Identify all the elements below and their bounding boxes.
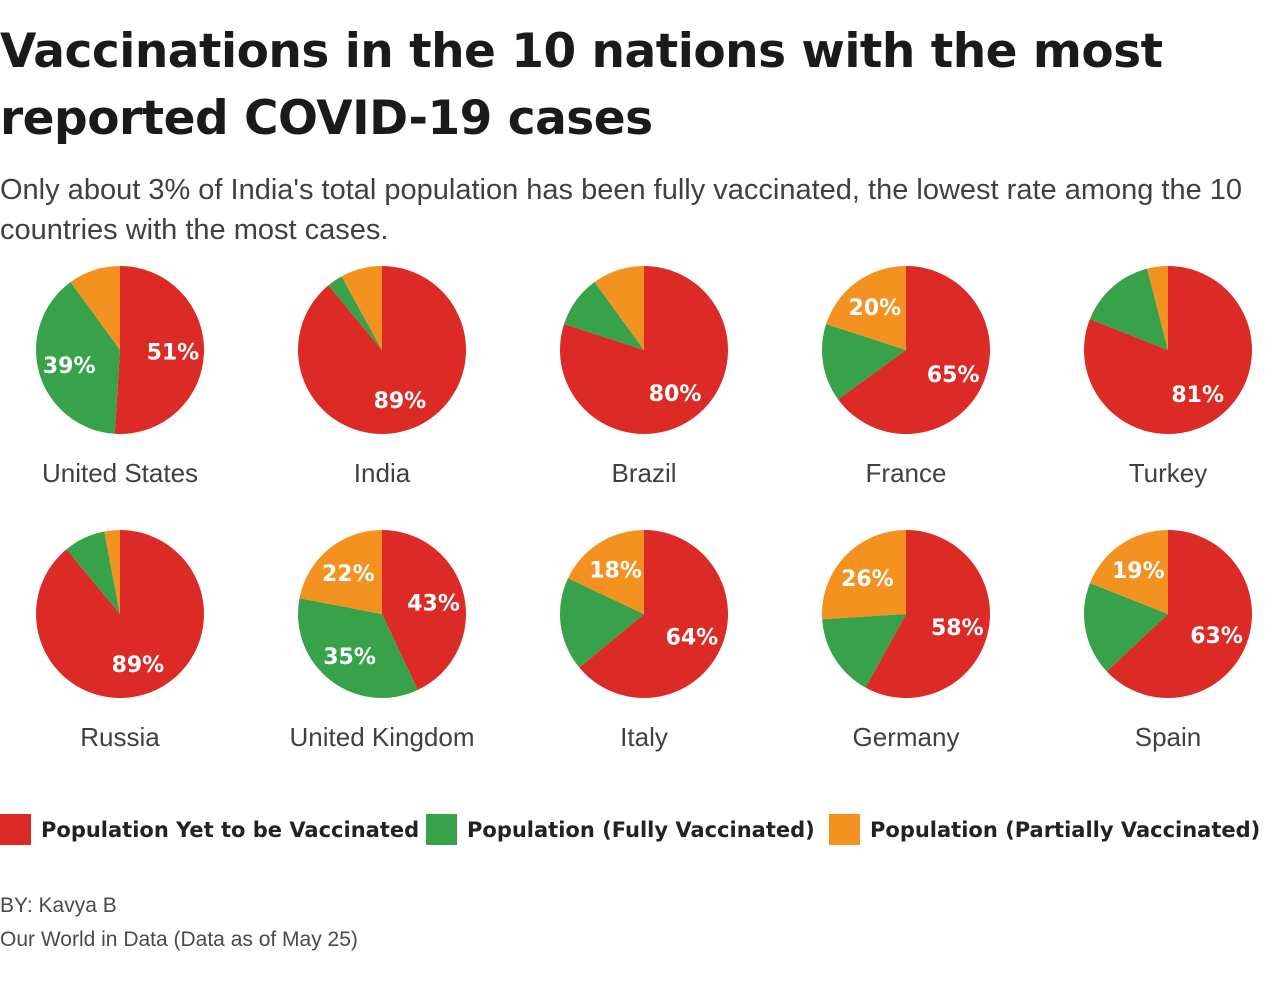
pie-slice-russia-partial xyxy=(104,530,120,614)
pie-slice-germany-full xyxy=(822,614,906,688)
slice-label-united-kingdom-partial: 22% xyxy=(322,562,375,587)
pie-slice-united-states-yet xyxy=(114,265,205,434)
legend-label-full: Population (Fully Vaccinated) xyxy=(467,817,815,842)
pie-slice-india-yet xyxy=(298,266,467,435)
pie-slice-united-states-partial xyxy=(70,266,120,350)
pie-germany: 58% 26% Germany xyxy=(822,530,990,752)
slice-label-germany-partial: 26% xyxy=(841,567,894,592)
pie-france: 65% 20% France xyxy=(821,266,991,488)
legend-swatch-partial xyxy=(829,814,860,845)
country-label-turkey: Turkey xyxy=(1129,458,1208,488)
pie-slice-germany-partial xyxy=(822,530,906,620)
slice-label-india-yet: 89% xyxy=(374,389,427,414)
pie-brazil: 80% Brazil xyxy=(559,266,728,488)
pie-united-kingdom: 43% 35% 22% United Kingdom xyxy=(290,529,475,752)
pie-slice-russia-yet xyxy=(36,530,205,698)
slice-label-france-yet: 65% xyxy=(927,363,980,388)
legend-item-partial: Population (Partially Vaccinated) xyxy=(829,814,1260,845)
legend-item-full: Population (Fully Vaccinated) xyxy=(426,814,815,845)
country-label-united-kingdom: United Kingdom xyxy=(290,722,475,752)
pie-india: 89% India xyxy=(298,266,467,488)
slice-label-spain-yet: 63% xyxy=(1190,624,1243,649)
slice-label-united-states-full: 39% xyxy=(43,354,96,379)
country-label-italy: Italy xyxy=(620,722,668,752)
pie-slice-italy-full xyxy=(559,578,644,668)
legend-swatch-yet xyxy=(0,814,31,845)
country-label-united-states: United States xyxy=(42,458,198,488)
pie-slice-turkey-yet xyxy=(1084,266,1253,434)
slice-label-turkey-yet: 81% xyxy=(1171,383,1224,408)
slice-label-germany-yet: 58% xyxy=(931,616,984,641)
slice-label-united-states-yet: 51% xyxy=(147,341,200,366)
country-label-france: France xyxy=(866,458,947,488)
country-label-spain: Spain xyxy=(1135,722,1202,752)
chart-title: Vaccinations in the 10 nations with the … xyxy=(0,24,1163,146)
pie-slice-india-full xyxy=(328,276,382,350)
pie-slice-united-states-full xyxy=(36,282,120,434)
byline: BY: Kavya B xyxy=(0,894,117,917)
pie-grid: 51% 39% United States 89% India 80% Brazil 65% 2… xyxy=(36,265,1253,752)
legend-swatch-full xyxy=(426,814,457,845)
pie-slice-united-kingdom-partial xyxy=(299,530,382,614)
pie-slice-spain-full xyxy=(1084,583,1168,672)
legend-label-partial: Population (Partially Vaccinated) xyxy=(870,817,1261,842)
country-label-india: India xyxy=(354,458,411,488)
slice-label-italy-partial: 18% xyxy=(589,558,642,583)
legend: Population Yet to be Vaccinated Populati… xyxy=(0,814,1288,846)
country-label-germany: Germany xyxy=(853,722,960,752)
pie-slice-india-partial xyxy=(341,266,382,350)
slice-label-united-kingdom-full: 35% xyxy=(323,645,376,670)
pie-slice-turkey-partial xyxy=(1147,266,1168,350)
pie-slice-turkey-full xyxy=(1089,268,1168,350)
legend-item-yet: Population Yet to be Vaccinated xyxy=(0,814,419,845)
pie-united-states: 51% 39% United States xyxy=(36,265,205,488)
source-note: Our World in Data (Data as of May 25) xyxy=(0,928,358,951)
pie-spain: 63% 19% Spain xyxy=(1084,530,1253,752)
slice-label-russia-yet: 89% xyxy=(112,653,165,678)
pie-slice-brazil-full xyxy=(564,282,644,350)
pie-slice-brazil-yet xyxy=(559,266,728,435)
pie-slice-italy-yet xyxy=(579,530,729,698)
pie-slice-france-partial xyxy=(826,266,906,350)
pie-slice-spain-partial xyxy=(1089,530,1168,614)
slice-label-spain-partial: 19% xyxy=(1112,559,1165,584)
pie-russia: 89% Russia xyxy=(36,530,205,752)
pie-slice-united-kingdom-full xyxy=(298,598,418,699)
pie-slice-germany-yet xyxy=(865,530,990,698)
pie-slice-france-full xyxy=(821,324,906,400)
legend-label-yet: Population Yet to be Vaccinated xyxy=(41,817,420,842)
pie-slice-united-kingdom-yet xyxy=(382,529,467,691)
pie-italy: 64% 18% Italy xyxy=(559,530,729,752)
slice-label-italy-yet: 64% xyxy=(666,626,719,651)
chart-subtitle: Only about 3% of India's total populatio… xyxy=(0,174,1243,246)
country-label-russia: Russia xyxy=(80,722,160,752)
pie-slice-italy-partial xyxy=(567,530,644,614)
pie-slice-france-yet xyxy=(838,266,991,435)
pie-turkey: 81% Turkey xyxy=(1084,266,1253,488)
pie-slice-russia-full xyxy=(66,531,120,614)
slice-label-brazil-yet: 80% xyxy=(649,382,702,407)
pie-slice-brazil-partial xyxy=(594,266,644,350)
country-label-brazil: Brazil xyxy=(611,458,676,488)
slice-label-france-partial: 20% xyxy=(849,296,902,321)
pie-slice-spain-yet xyxy=(1106,530,1253,698)
slice-label-united-kingdom-yet: 43% xyxy=(407,592,460,617)
